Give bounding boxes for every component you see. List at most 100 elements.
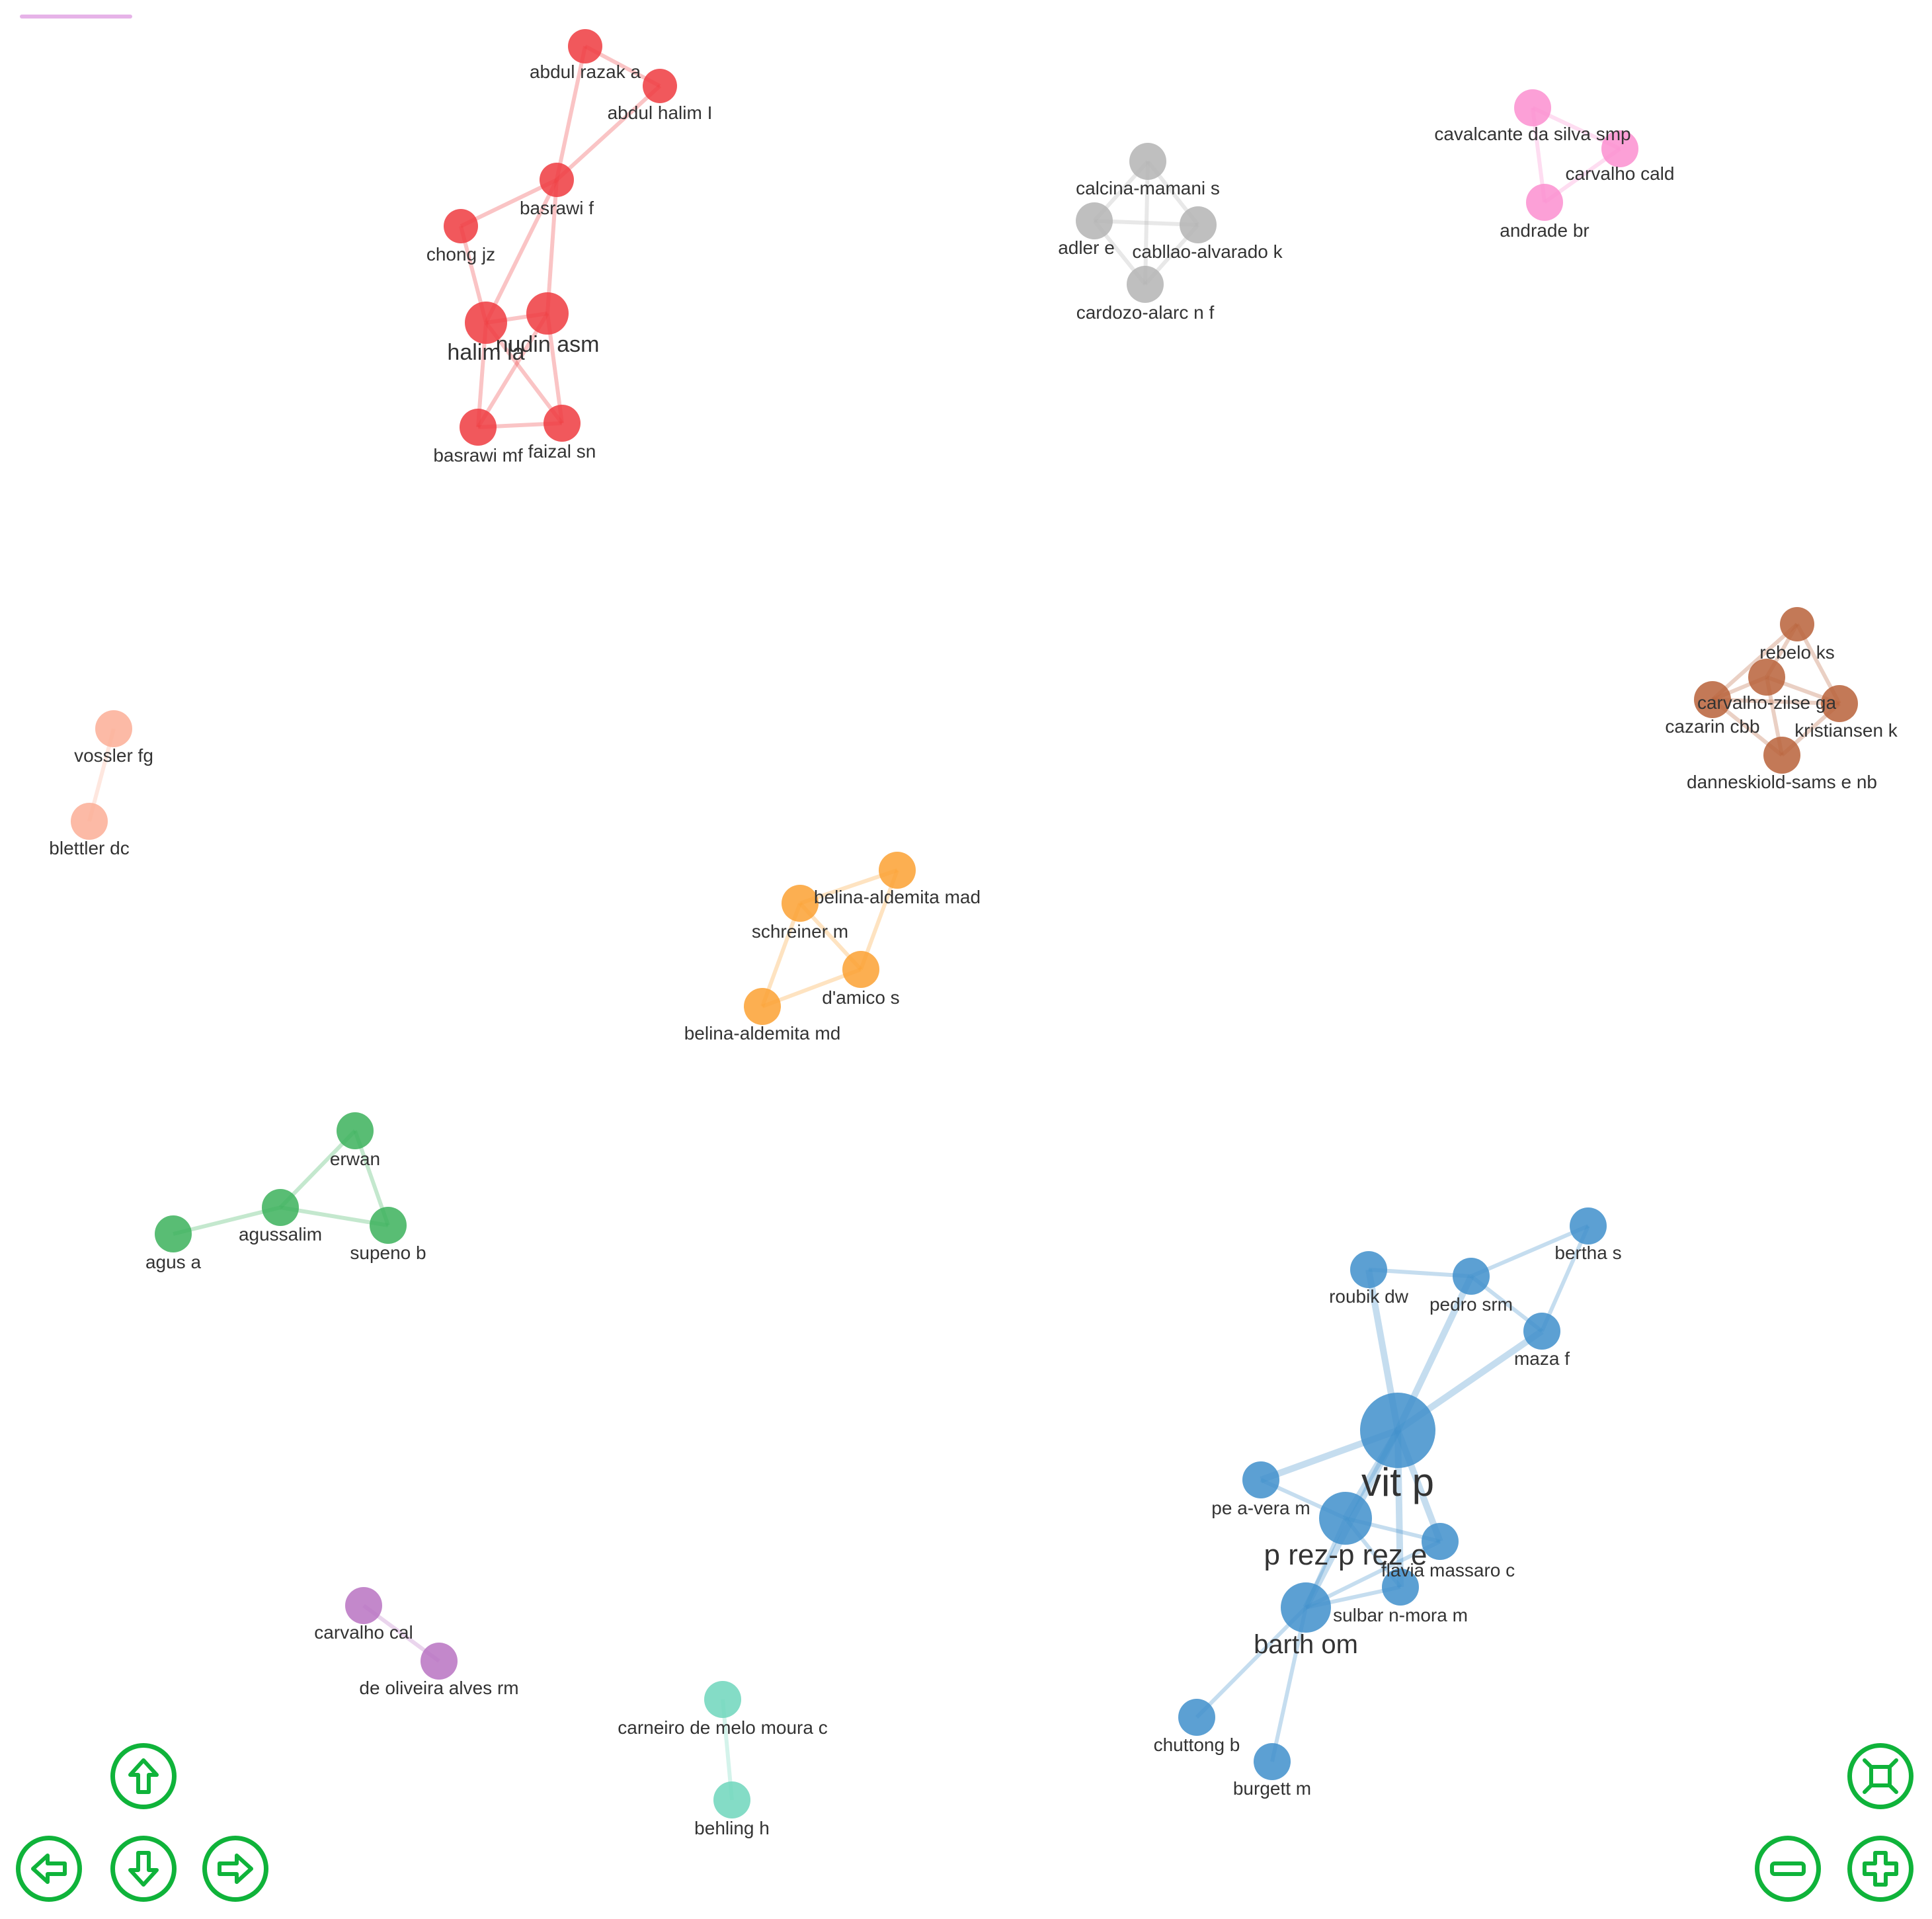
node-label-bertha: bertha s bbox=[1554, 1243, 1621, 1263]
node-label-andrade: andrade br bbox=[1500, 220, 1589, 241]
node-label-sulbar: sulbar n-mora m bbox=[1333, 1605, 1468, 1625]
node-nudin_asm[interactable] bbox=[526, 292, 569, 335]
node-supeno[interactable] bbox=[370, 1207, 407, 1244]
node-label-basrawi_f: basrawi f bbox=[520, 198, 594, 218]
node-label-abdul_razak_a: abdul razak a bbox=[530, 61, 641, 82]
node-chong_jz[interactable] bbox=[444, 209, 478, 243]
node-calcina[interactable] bbox=[1129, 143, 1166, 180]
node-kristiansen[interactable] bbox=[1821, 685, 1858, 722]
node-carvalho_zilse[interactable] bbox=[1748, 659, 1785, 696]
node-label-cavalcante: cavalcante da silva smp bbox=[1434, 124, 1630, 144]
arrow-right-icon bbox=[218, 1854, 253, 1884]
node-danneskiold[interactable] bbox=[1763, 737, 1800, 774]
node-cazarin[interactable] bbox=[1694, 681, 1731, 718]
fit-screen-icon bbox=[1863, 1758, 1898, 1794]
node-perez[interactable] bbox=[1319, 1492, 1372, 1545]
node-burgett[interactable] bbox=[1254, 1743, 1291, 1780]
pan-up-button[interactable] bbox=[110, 1743, 177, 1809]
node-adler[interactable] bbox=[1076, 202, 1113, 239]
node-pedro[interactable] bbox=[1453, 1258, 1490, 1295]
node-behling[interactable] bbox=[713, 1781, 750, 1818]
edge-bertha-maza bbox=[1540, 1225, 1590, 1332]
node-label-erwan: erwan bbox=[330, 1149, 380, 1169]
node-label-nudin_asm: nudin asm bbox=[496, 332, 600, 357]
node-label-agussalim: agussalim bbox=[239, 1224, 322, 1245]
node-vossler[interactable] bbox=[95, 710, 132, 747]
node-label-schreiner: schreiner m bbox=[752, 921, 848, 942]
node-damico[interactable] bbox=[842, 951, 879, 988]
node-label-kristiansen: kristiansen k bbox=[1794, 720, 1898, 741]
node-label-behling: behling h bbox=[694, 1818, 770, 1838]
node-label-barth: barth om bbox=[1254, 1630, 1358, 1659]
node-vit_p[interactable] bbox=[1360, 1393, 1435, 1468]
node-cavalcante[interactable] bbox=[1514, 89, 1551, 126]
node-belina_mad[interactable] bbox=[879, 852, 916, 889]
node-abdul_razak_a[interactable] bbox=[568, 29, 602, 63]
node-halim_la[interactable] bbox=[465, 302, 507, 344]
fit-to-screen-button[interactable] bbox=[1847, 1743, 1913, 1809]
zoom-in-button[interactable] bbox=[1847, 1836, 1913, 1902]
node-label-chuttong: chuttong b bbox=[1154, 1735, 1240, 1755]
node-chuttong[interactable] bbox=[1178, 1699, 1215, 1736]
node-label-carneiro: carneiro de melo moura c bbox=[618, 1717, 827, 1738]
node-flavia[interactable] bbox=[1422, 1523, 1459, 1560]
node-blettler[interactable] bbox=[71, 803, 108, 840]
node-label-pe_a_vera: pe a-vera m bbox=[1211, 1498, 1310, 1518]
node-pe_a_vera[interactable] bbox=[1242, 1461, 1279, 1498]
node-cabllao[interactable] bbox=[1180, 206, 1217, 243]
node-sulbar[interactable] bbox=[1382, 1569, 1419, 1606]
node-label-faizal_sn: faizal sn bbox=[528, 441, 596, 462]
node-carvalho_cal[interactable] bbox=[345, 1587, 382, 1624]
node-bertha[interactable] bbox=[1570, 1207, 1607, 1245]
node-label-danneskiold: danneskiold-sams e nb bbox=[1687, 772, 1877, 792]
arrow-left-icon bbox=[31, 1854, 67, 1884]
pan-right-button[interactable] bbox=[202, 1836, 268, 1902]
node-basrawi_f[interactable] bbox=[540, 163, 574, 197]
node-rebelo[interactable] bbox=[1780, 607, 1814, 641]
edge-abdul_halim_i-basrawi_f bbox=[555, 84, 662, 182]
edge-bertha-pedro bbox=[1470, 1224, 1590, 1278]
edge-cazarin-kristiansen bbox=[1712, 698, 1840, 706]
node-label-calcina: calcina-mamani s bbox=[1076, 178, 1220, 198]
node-abdul_halim_i[interactable] bbox=[643, 69, 677, 103]
node-label-belina_mad: belina-aldemita mad bbox=[814, 887, 981, 907]
node-basrawi_m[interactable] bbox=[460, 409, 497, 446]
plus-icon bbox=[1863, 1851, 1898, 1887]
pan-down-button[interactable] bbox=[110, 1836, 177, 1902]
edge-basrawi_f-chong_jz bbox=[460, 178, 558, 228]
node-carneiro[interactable] bbox=[704, 1681, 741, 1718]
edge-barth-burgett bbox=[1270, 1607, 1308, 1762]
node-label-rebelo: rebelo ks bbox=[1759, 642, 1835, 663]
node-label-adler: adler e bbox=[1058, 237, 1115, 258]
node-erwan[interactable] bbox=[337, 1112, 374, 1149]
edge-layer bbox=[87, 44, 1841, 1801]
pan-left-button[interactable] bbox=[16, 1836, 82, 1902]
node-label-perez: p rez-p rez e bbox=[1264, 1539, 1428, 1571]
node-maza[interactable] bbox=[1523, 1313, 1560, 1350]
zoom-out-button[interactable] bbox=[1755, 1836, 1821, 1902]
edge-nudin_asm-basrawi_m bbox=[476, 312, 549, 429]
node-label-vit_p: vit p bbox=[1361, 1460, 1434, 1504]
minus-icon bbox=[1770, 1861, 1806, 1876]
node-label-de_oliveira: de oliveira alves rm bbox=[359, 1678, 518, 1698]
node-label-flavia: flavia massaro c bbox=[1381, 1560, 1515, 1580]
node-label-abdul_halim_i: abdul halim I bbox=[608, 102, 713, 123]
node-agussalim[interactable] bbox=[262, 1189, 299, 1226]
top-accent-mark bbox=[20, 15, 132, 19]
node-label-carvalho_cal: carvalho cal bbox=[314, 1622, 413, 1643]
node-andrade[interactable] bbox=[1526, 184, 1563, 221]
arrow-down-icon bbox=[128, 1851, 159, 1887]
node-belina_md[interactable] bbox=[744, 988, 781, 1025]
node-de_oliveira[interactable] bbox=[421, 1643, 458, 1680]
node-schreiner[interactable] bbox=[782, 885, 819, 922]
node-label-pedro: pedro srm bbox=[1429, 1294, 1513, 1315]
node-agus_a[interactable] bbox=[155, 1215, 192, 1252]
node-cardozo[interactable] bbox=[1127, 266, 1164, 303]
node-faizal_sn[interactable] bbox=[543, 405, 581, 442]
node-label-cazarin: cazarin cbb bbox=[1665, 716, 1759, 737]
node-carvalho_cald[interactable] bbox=[1601, 130, 1638, 167]
node-label-burgett: burgett m bbox=[1233, 1778, 1311, 1799]
node-roubik[interactable] bbox=[1350, 1251, 1387, 1288]
node-barth[interactable] bbox=[1281, 1582, 1331, 1633]
